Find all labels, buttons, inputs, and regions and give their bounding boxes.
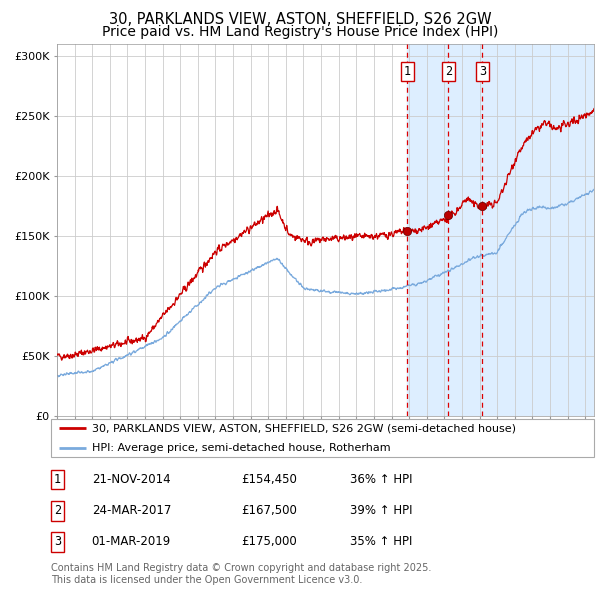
Text: Contains HM Land Registry data © Crown copyright and database right 2025.
This d: Contains HM Land Registry data © Crown c… — [51, 563, 431, 585]
Text: 21-NOV-2014: 21-NOV-2014 — [92, 473, 170, 486]
Text: 1: 1 — [54, 473, 61, 486]
Text: 3: 3 — [479, 65, 486, 78]
Text: 2: 2 — [445, 65, 452, 78]
Bar — [407, 44, 594, 416]
Text: 1: 1 — [404, 65, 411, 78]
Text: 30, PARKLANDS VIEW, ASTON, SHEFFIELD, S26 2GW: 30, PARKLANDS VIEW, ASTON, SHEFFIELD, S2… — [109, 12, 491, 27]
Text: 3: 3 — [54, 536, 61, 549]
Text: 30, PARKLANDS VIEW, ASTON, SHEFFIELD, S26 2GW (semi-detached house): 30, PARKLANDS VIEW, ASTON, SHEFFIELD, S2… — [92, 424, 516, 434]
Text: 24-MAR-2017: 24-MAR-2017 — [92, 504, 171, 517]
Text: 39% ↑ HPI: 39% ↑ HPI — [350, 504, 412, 517]
Text: 01-MAR-2019: 01-MAR-2019 — [92, 536, 171, 549]
Text: 2: 2 — [54, 504, 61, 517]
Text: 36% ↑ HPI: 36% ↑ HPI — [350, 473, 412, 486]
Text: £167,500: £167,500 — [241, 504, 297, 517]
Text: HPI: Average price, semi-detached house, Rotherham: HPI: Average price, semi-detached house,… — [92, 442, 391, 453]
Text: 35% ↑ HPI: 35% ↑ HPI — [350, 536, 412, 549]
Text: £175,000: £175,000 — [241, 536, 297, 549]
FancyBboxPatch shape — [51, 419, 594, 457]
Text: Price paid vs. HM Land Registry's House Price Index (HPI): Price paid vs. HM Land Registry's House … — [102, 25, 498, 39]
Text: £154,450: £154,450 — [241, 473, 297, 486]
